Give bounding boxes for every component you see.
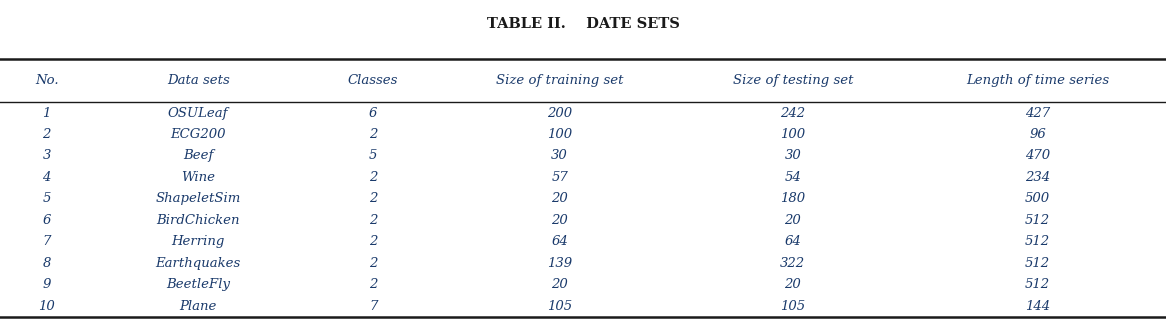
Text: 512: 512 xyxy=(1025,214,1051,227)
Text: 7: 7 xyxy=(42,235,51,248)
Text: 8: 8 xyxy=(42,257,51,270)
Text: 20: 20 xyxy=(785,214,801,227)
Text: 10: 10 xyxy=(38,300,55,313)
Text: Beef: Beef xyxy=(183,149,213,162)
Text: 6: 6 xyxy=(368,107,378,119)
Text: 322: 322 xyxy=(780,257,806,270)
Text: 30: 30 xyxy=(785,149,801,162)
Text: Size of testing set: Size of testing set xyxy=(732,74,854,87)
Text: TABLE II.    DATE SETS: TABLE II. DATE SETS xyxy=(486,16,680,30)
Text: 200: 200 xyxy=(547,107,573,119)
Text: Size of training set: Size of training set xyxy=(496,74,624,87)
Text: ShapeletSim: ShapeletSim xyxy=(155,192,241,205)
Text: 30: 30 xyxy=(552,149,568,162)
Text: 2: 2 xyxy=(42,128,51,141)
Text: Herring: Herring xyxy=(171,235,225,248)
Text: 2: 2 xyxy=(368,214,378,227)
Text: BeetleFly: BeetleFly xyxy=(167,278,230,291)
Text: 2: 2 xyxy=(368,128,378,141)
Text: 64: 64 xyxy=(552,235,568,248)
Text: 234: 234 xyxy=(1025,171,1051,184)
Text: 9: 9 xyxy=(42,278,51,291)
Text: 105: 105 xyxy=(780,300,806,313)
Text: 7: 7 xyxy=(368,300,378,313)
Text: 180: 180 xyxy=(780,192,806,205)
Text: 105: 105 xyxy=(547,300,573,313)
Text: 20: 20 xyxy=(552,278,568,291)
Text: 4: 4 xyxy=(42,171,51,184)
Text: 2: 2 xyxy=(368,192,378,205)
Text: Classes: Classes xyxy=(347,74,399,87)
Text: 20: 20 xyxy=(785,278,801,291)
Text: Data sets: Data sets xyxy=(167,74,230,87)
Text: 2: 2 xyxy=(368,235,378,248)
Text: 470: 470 xyxy=(1025,149,1051,162)
Text: 512: 512 xyxy=(1025,278,1051,291)
Text: 139: 139 xyxy=(547,257,573,270)
Text: 500: 500 xyxy=(1025,192,1051,205)
Text: 2: 2 xyxy=(368,278,378,291)
Text: OSULeaf: OSULeaf xyxy=(168,107,229,119)
Text: 96: 96 xyxy=(1030,128,1046,141)
Text: 512: 512 xyxy=(1025,257,1051,270)
Text: Length of time series: Length of time series xyxy=(967,74,1109,87)
Text: 1: 1 xyxy=(42,107,51,119)
Text: No.: No. xyxy=(35,74,58,87)
Text: 3: 3 xyxy=(42,149,51,162)
Text: ECG200: ECG200 xyxy=(170,128,226,141)
Text: 100: 100 xyxy=(547,128,573,141)
Text: 54: 54 xyxy=(785,171,801,184)
Text: Wine: Wine xyxy=(181,171,216,184)
Text: 512: 512 xyxy=(1025,235,1051,248)
Text: 5: 5 xyxy=(368,149,378,162)
Text: Earthquakes: Earthquakes xyxy=(155,257,241,270)
Text: 20: 20 xyxy=(552,192,568,205)
Text: 2: 2 xyxy=(368,257,378,270)
Text: Plane: Plane xyxy=(180,300,217,313)
Text: 6: 6 xyxy=(42,214,51,227)
Text: 427: 427 xyxy=(1025,107,1051,119)
Text: 242: 242 xyxy=(780,107,806,119)
Text: BirdChicken: BirdChicken xyxy=(156,214,240,227)
Text: 2: 2 xyxy=(368,171,378,184)
Text: 20: 20 xyxy=(552,214,568,227)
Text: 144: 144 xyxy=(1025,300,1051,313)
Text: 5: 5 xyxy=(42,192,51,205)
Text: 57: 57 xyxy=(552,171,568,184)
Text: 64: 64 xyxy=(785,235,801,248)
Text: 100: 100 xyxy=(780,128,806,141)
